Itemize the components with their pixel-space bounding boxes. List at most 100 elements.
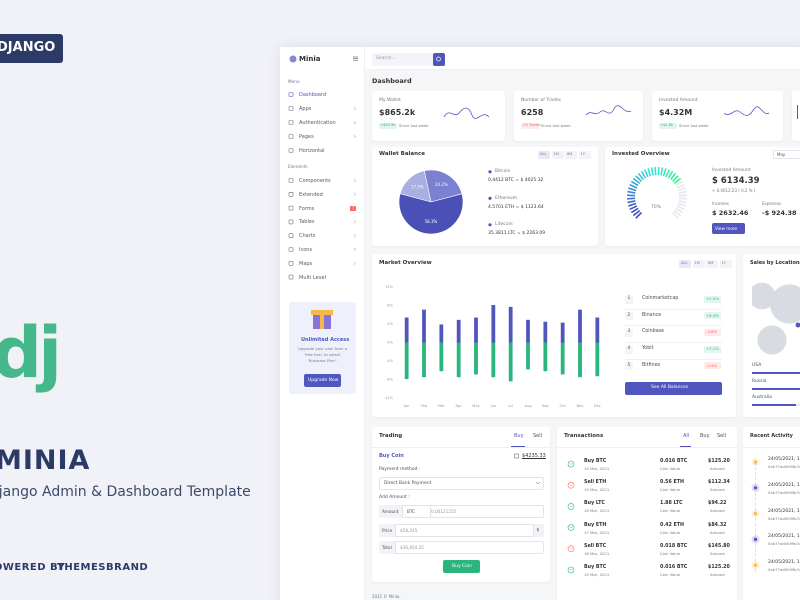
card-title: Recent Activity — [750, 433, 793, 439]
nav-icon — [288, 205, 294, 211]
exchange-name: Bitfinex — [642, 362, 661, 368]
gauge-tick — [675, 207, 684, 214]
search-placeholder: Search... — [376, 56, 396, 61]
tx-caption: Amount — [710, 529, 725, 535]
tx-name: Sell ETH — [584, 480, 607, 486]
tab-label[interactable]: 1Y — [721, 261, 726, 266]
tab[interactable] — [692, 260, 705, 268]
y-tick-label: -12% — [384, 396, 394, 400]
tab[interactable] — [706, 260, 718, 268]
nav-item[interactable]: Pages — [299, 134, 314, 140]
search-button[interactable] — [433, 53, 445, 66]
upgrade-button-text[interactable]: Upgrade Now — [308, 377, 339, 383]
view-more-button[interactable] — [712, 223, 745, 234]
gauge-tick — [660, 167, 664, 176]
tab[interactable] — [679, 260, 691, 268]
select-value[interactable]: Direct Bank Payment — [384, 480, 432, 486]
buy-button[interactable] — [443, 560, 480, 573]
nav-icon — [288, 260, 294, 266]
tab[interactable] — [551, 151, 564, 159]
tab[interactable] — [565, 151, 577, 159]
gauge-tick — [632, 209, 641, 217]
input-addon — [379, 541, 396, 554]
card-divider — [557, 447, 737, 448]
see-all-button[interactable] — [625, 382, 722, 395]
nav-icon — [288, 247, 294, 252]
nav-item[interactable]: Extended — [299, 191, 323, 198]
tab-label[interactable]: Sell — [717, 433, 727, 439]
nav-item[interactable]: Multi Level — [299, 274, 327, 281]
activity-dot — [753, 486, 758, 490]
stat-note: Since last week — [399, 123, 429, 129]
tab-label[interactable]: ALL — [681, 261, 688, 266]
period[interactable]: May — [777, 151, 786, 157]
nav-item[interactable]: Charts — [299, 233, 316, 240]
legend-balance: 4.5701 ETH = $ 1123.64 — [488, 204, 544, 210]
upgrade-button[interactable] — [304, 374, 341, 387]
invested-label: Invested Amount — [712, 168, 751, 173]
nav-item[interactable]: Dashboard — [299, 92, 327, 98]
input-addon-text: Price — [382, 527, 393, 533]
y-tick-label: 8% — [387, 304, 393, 308]
nav-item[interactable]: Horizontal — [299, 148, 325, 154]
rank: 1 — [627, 296, 631, 301]
view-more-text[interactable]: View more — [715, 225, 738, 231]
nav-icon — [288, 178, 294, 183]
chevron — [353, 120, 356, 125]
chevron — [353, 106, 356, 111]
forms-badge-text: 7 — [352, 205, 355, 211]
tab-label[interactable]: ALL — [540, 152, 547, 157]
nav-item[interactable]: Components — [299, 178, 331, 184]
amount-input[interactable]: 0.00121255 — [431, 508, 457, 514]
nav-item[interactable]: Tables — [299, 219, 315, 226]
buy-button-text[interactable]: Buy Coin — [452, 563, 473, 569]
nav-icon — [288, 192, 294, 197]
tab-label[interactable]: 6M — [708, 261, 714, 266]
wallet-icon — [514, 453, 519, 459]
select[interactable] — [379, 477, 544, 490]
rank: 5 — [627, 362, 631, 368]
coin-select[interactable]: BTC — [407, 508, 416, 514]
card-title: Transactions — [564, 433, 604, 439]
activity-date: 24/05/2021, 18:24:56 — [768, 560, 800, 566]
tab[interactable] — [538, 151, 550, 159]
tx-icon — [567, 524, 575, 531]
nav-item[interactable]: Apps — [299, 106, 312, 112]
tab-label[interactable]: 6M — [567, 152, 573, 157]
exchange-change: -3.6% — [706, 329, 718, 335]
see-all-text[interactable]: See All Balances — [651, 385, 689, 390]
tab-label[interactable]: Sell — [533, 433, 543, 439]
pie-label: 24.2% — [435, 182, 448, 187]
tab-label[interactable]: 1M — [553, 152, 559, 157]
activity-date: 24/05/2021, 18:24:56 — [768, 457, 800, 462]
gauge-tick — [662, 168, 667, 177]
stat-value: $865.2k — [379, 108, 416, 117]
bar — [439, 324, 444, 343]
brand: THEMESBRAND — [57, 562, 149, 573]
period-select — [773, 150, 800, 159]
nav-item[interactable]: Maps — [299, 260, 313, 267]
stat-note: Since last week — [541, 123, 571, 129]
price-input[interactable]: $58,245 — [400, 527, 418, 533]
logo-icon — [289, 55, 297, 63]
tab-label[interactable]: All — [683, 433, 690, 439]
nav-item[interactable]: Icons — [299, 247, 313, 253]
tab-label[interactable]: Buy — [514, 433, 524, 439]
tab-label[interactable]: Buy — [700, 433, 710, 439]
tab[interactable] — [578, 151, 591, 159]
bar — [526, 342, 530, 370]
activity-date: 24/05/2021, 18:24:56 — [768, 534, 800, 540]
exchange-change: +8.3% — [706, 312, 719, 318]
gauge-tick — [673, 177, 682, 185]
nav-item[interactable]: Authentication — [299, 120, 336, 126]
tab-label[interactable]: 1M — [694, 261, 700, 266]
exchange-change: +7.1% — [706, 346, 719, 352]
activity-dot — [753, 511, 758, 516]
tab[interactable] — [719, 260, 732, 268]
total-input[interactable]: $36,854.25 — [400, 544, 424, 550]
tx-coin: 0.016 BTC — [660, 565, 688, 570]
x-tick-label: Apr — [456, 404, 463, 408]
nav-item[interactable]: Forms — [299, 205, 315, 212]
product-subtitle: Django Admin & Dashboard Template — [0, 484, 251, 500]
tab-label[interactable]: 1Y — [580, 152, 585, 157]
